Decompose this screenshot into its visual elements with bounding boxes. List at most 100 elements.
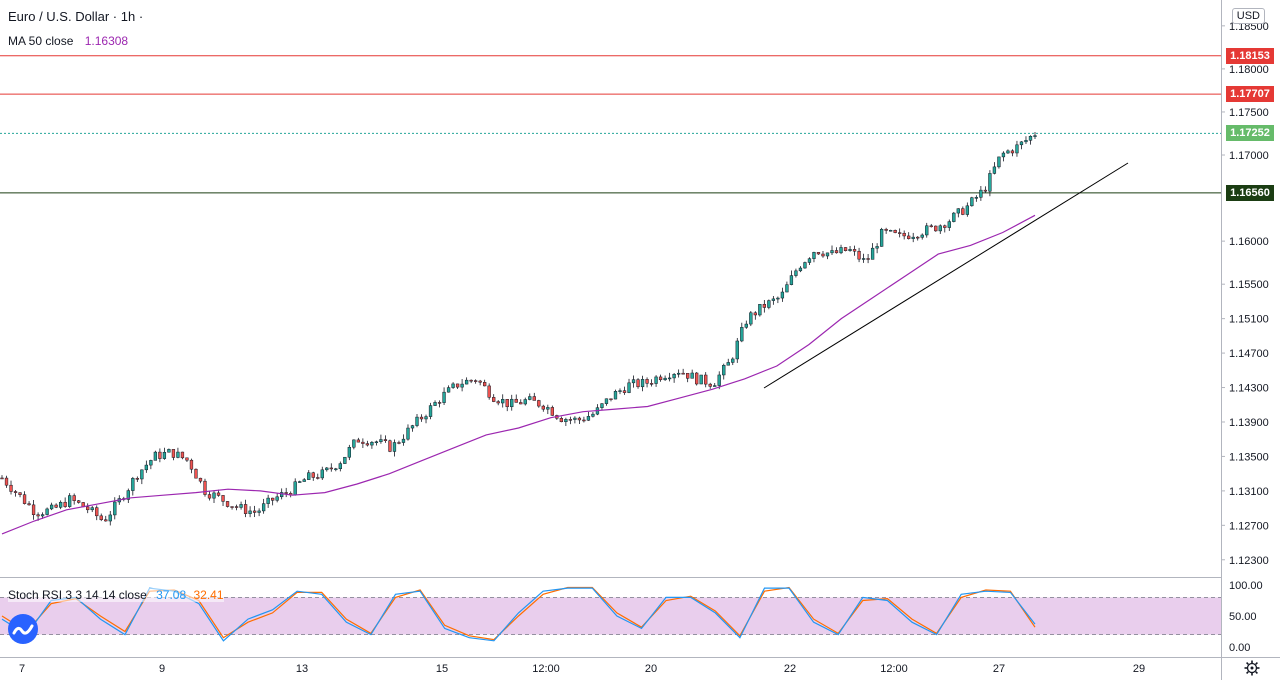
candle-body [40,514,45,517]
candle-body [221,495,225,502]
candle-body [302,479,306,482]
candle-body [780,291,785,299]
candle-body [149,460,153,466]
candle-body [839,247,843,254]
candle-body [45,508,49,515]
candle-body [455,383,460,388]
candle-body [72,495,76,501]
candle-body [356,439,361,443]
candle-body [194,468,198,479]
candle-body [532,396,536,401]
candle-body [1019,141,1024,146]
candle-body [771,298,776,301]
candle-body [298,481,302,483]
candle-body [1028,135,1033,141]
candle-body [541,405,545,410]
candle-body [1006,150,1010,154]
currency-button[interactable]: USD [1231,8,1265,24]
candle-body [248,510,252,514]
candle-body [86,506,90,511]
candle-body [573,417,577,420]
candle-body [916,236,920,239]
price-tick-label: 1.13100 [1229,486,1269,498]
candle-body [207,494,212,499]
candle-body [613,391,618,400]
candle-body [514,398,518,403]
candle-body [275,496,279,501]
candle-body [645,379,649,384]
candle-body [907,235,911,239]
candle-body [239,504,243,508]
candle-body [667,377,672,380]
symbol-legend: Euro / U.S. Dollar · 1h · [8,9,143,24]
tradingview-logo-icon[interactable] [8,614,38,644]
time-tick-label: 7 [19,663,25,675]
price-tick-label: 1.17500 [1229,107,1269,119]
stoch-legend[interactable]: Stoch RSI 3 3 14 14 close 37.08 32.41 [8,588,224,602]
candle-body [329,467,333,470]
candle-body [108,514,112,522]
candle-body [744,323,748,328]
candle-body [343,456,347,464]
candle-body [753,312,757,316]
candle-body [243,504,248,514]
candle-body [1033,135,1037,137]
candle-body [609,398,613,401]
candle-body [992,166,997,174]
candle-body [0,477,4,480]
candle-series [0,131,1037,526]
stoch-tick-label: 50.00 [1229,611,1257,623]
candle-body [198,477,203,482]
candle-body [478,380,482,383]
candle-body [713,385,717,387]
price-tick-label: 1.15100 [1229,314,1269,326]
candle-body [68,495,72,507]
candle-body [708,383,712,387]
candle-body [501,399,505,404]
price-tag-3: 1.17252 [1226,125,1274,142]
candle-body [176,451,180,458]
candle-body [519,402,523,405]
candle-body [550,407,554,416]
candle-body [649,383,654,385]
candle-body [252,510,257,513]
candle-body [1015,144,1019,154]
time-tick-label: 29 [1133,663,1145,675]
ma-legend[interactable]: MA 50 close 1.16308 [8,34,128,48]
gear-icon[interactable] [1244,660,1260,676]
candle-body [663,377,667,381]
candle-body [171,449,176,458]
candle-body [803,262,807,269]
candle-body [875,246,879,249]
candle-body [464,379,469,385]
candle-body [523,399,527,405]
candle-body [834,250,839,254]
time-tick-label: 9 [159,663,165,675]
candle-body [920,234,924,238]
candle-body [446,387,451,393]
candle-body [492,397,496,402]
candle-body [952,212,956,222]
time-tick-label: 12:00 [880,663,908,675]
price-tag-2: 1.17707 [1226,86,1274,103]
candle-body [424,416,428,420]
stoch-label: Stoch RSI 3 3 14 14 close [8,588,147,602]
trendline [763,162,1129,389]
candle-body [99,515,103,520]
candle-body [325,467,329,471]
stoch-tick-label: 100.00 [1229,580,1263,592]
candle-body [469,379,473,382]
candle-body [131,478,135,491]
candle-body [622,390,627,393]
candle-body [225,501,230,507]
candle-body [433,402,437,406]
candle-body [406,427,410,440]
candle-body [672,374,676,379]
candle-body [180,451,185,459]
candle-body [929,225,933,228]
price-tick-label: 1.18000 [1229,64,1269,76]
price-tag-1: 1.18153 [1226,47,1274,64]
candle-body [934,225,938,232]
candle-body [852,249,857,252]
